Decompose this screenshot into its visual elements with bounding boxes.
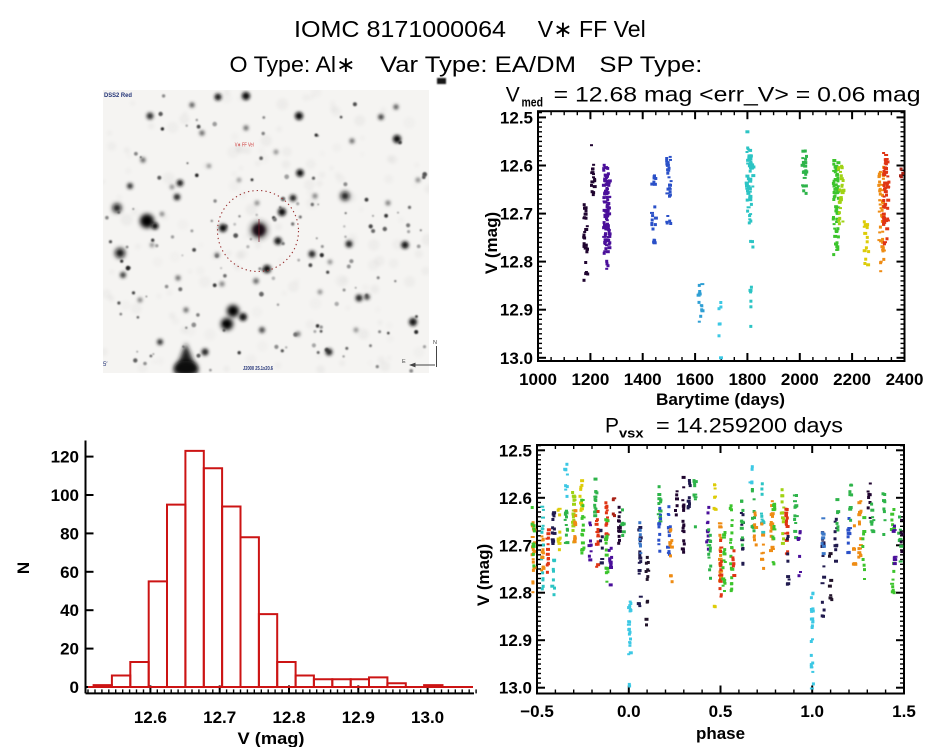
svg-text:1200: 1200 — [571, 370, 609, 389]
svg-text:12.6: 12.6 — [134, 708, 167, 727]
svg-text:12.6: 12.6 — [499, 489, 532, 508]
svg-text:2000: 2000 — [781, 370, 819, 389]
svg-text:60: 60 — [60, 563, 79, 582]
svg-text:V∗ FF Vel: V∗ FF Vel — [235, 143, 254, 149]
svg-text:5′: 5′ — [103, 362, 108, 368]
svg-text:12.7: 12.7 — [203, 708, 236, 727]
svg-text:20: 20 — [60, 640, 79, 659]
svg-text:1600: 1600 — [676, 370, 714, 389]
svg-text:2400: 2400 — [886, 370, 924, 389]
svg-text:1.0: 1.0 — [800, 702, 824, 721]
svg-text:Barytime (days): Barytime (days) — [656, 390, 785, 409]
svg-text:120: 120 — [51, 448, 79, 467]
svg-text:SP Type:: SP Type: — [599, 52, 702, 77]
svg-text:V: V — [506, 84, 520, 107]
svg-text:12.5: 12.5 — [500, 108, 533, 127]
svg-text:= 14.259200 days: = 14.259200 days — [656, 415, 843, 438]
svg-text:V (mag): V (mag) — [474, 544, 493, 606]
svg-text:13.0: 13.0 — [499, 679, 532, 698]
svg-text:12.8: 12.8 — [272, 708, 305, 727]
svg-text:12.8: 12.8 — [500, 253, 533, 272]
svg-text:12.9: 12.9 — [342, 708, 375, 727]
svg-text:V (mag): V (mag) — [238, 729, 305, 747]
svg-text:phase: phase — [696, 724, 745, 743]
svg-text:12.8: 12.8 — [499, 584, 532, 603]
svg-text:12.7: 12.7 — [500, 205, 533, 224]
svg-text:vsx: vsx — [619, 427, 644, 441]
svg-text:1000: 1000 — [519, 370, 557, 389]
svg-text:1800: 1800 — [728, 370, 766, 389]
svg-text:= 12.68 mag <err_V> = 0.06 mag: = 12.68 mag <err_V> = 0.06 mag — [554, 84, 921, 107]
svg-text:1.5: 1.5 — [892, 702, 916, 721]
svg-text:0: 0 — [70, 678, 79, 697]
svg-text:V∗ FF Vel: V∗ FF Vel — [538, 16, 646, 42]
svg-text:80: 80 — [60, 524, 79, 543]
svg-text:1400: 1400 — [624, 370, 662, 389]
svg-text:N: N — [433, 340, 437, 346]
svg-text:12.7: 12.7 — [499, 536, 532, 555]
svg-text:E: E — [402, 359, 406, 365]
svg-text:12.6: 12.6 — [500, 157, 533, 176]
svg-text:J2000 25.1x20.6: J2000 25.1x20.6 — [243, 366, 273, 372]
svg-text:IOMC 8171000064: IOMC 8171000064 — [294, 16, 506, 42]
svg-text:40: 40 — [60, 601, 79, 620]
svg-text:V (mag): V (mag) — [482, 212, 501, 274]
svg-text:12.5: 12.5 — [499, 441, 532, 460]
svg-text:P: P — [605, 415, 619, 438]
svg-text:0.5: 0.5 — [709, 702, 733, 721]
svg-text:13.0: 13.0 — [411, 708, 444, 727]
svg-text:med: med — [522, 96, 544, 110]
svg-text:12.9: 12.9 — [499, 631, 532, 650]
svg-text:100: 100 — [51, 486, 79, 505]
svg-text:Var Type: EA/DM: Var Type: EA/DM — [380, 52, 576, 77]
svg-text:2200: 2200 — [833, 370, 871, 389]
svg-text:O Type: Al∗: O Type: Al∗ — [230, 52, 356, 77]
svg-text:−0.5: −0.5 — [520, 702, 554, 721]
svg-text:DSS2 Red: DSS2 Red — [104, 93, 132, 99]
svg-text:0.0: 0.0 — [617, 702, 641, 721]
svg-text:12.9: 12.9 — [500, 301, 533, 320]
svg-text:13.0: 13.0 — [500, 349, 533, 368]
svg-text:N: N — [14, 562, 33, 574]
